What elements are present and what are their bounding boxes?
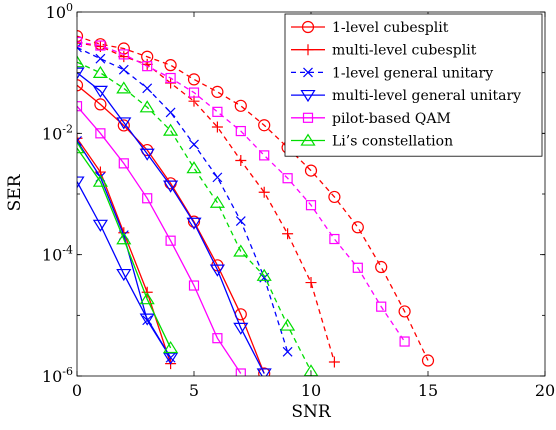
legend-label: 1-level cubesplit [332,20,449,36]
series-line-dashed [77,47,288,351]
marker-triangle-up [117,82,130,92]
x-tick-label: 15 [418,381,438,400]
x-tick-label: 10 [301,381,321,400]
legend-label: pilot-based QAM [332,111,451,127]
y-axis-label: SER [5,173,25,211]
legend-label: Li’s constellation [332,134,453,150]
marker-x [190,140,199,149]
series-line-solid [77,138,171,363]
marker-circle [212,86,223,97]
marker-plus [259,187,270,198]
x-tick-label: 0 [72,381,82,400]
marker-x [96,54,105,63]
x-tick-label: 5 [189,381,199,400]
marker-circle [189,74,200,85]
series-4 [71,68,271,379]
marker-plus [329,357,340,368]
marker-x [283,347,292,356]
marker-plus [306,277,317,288]
series-line-solid [77,141,171,358]
marker-x [166,108,175,117]
y-tick-label: 100 [46,1,73,22]
y-tick-label: 10-2 [42,122,73,143]
marker-circle [376,262,387,273]
marker-circle [235,100,246,111]
series-line-solid [77,148,171,348]
marker-x [119,65,128,74]
marker-triangle-up [188,162,201,172]
legend-label: 1-level general unitary [332,65,493,81]
legend-label: multi-level general unitary [332,88,521,104]
legend: 1-level cubesplit multi-level cubesplit 1-… [285,14,542,156]
x-tick-label: 20 [535,381,555,400]
y-tick-label: 10-4 [42,244,73,265]
legend-label: multi-level cubesplit [332,43,477,59]
marker-circle [165,60,176,71]
y-tick-label: 10-6 [42,365,73,386]
marker-circle [352,222,363,233]
marker-plus [235,155,246,166]
marker-circle [423,355,434,366]
marker-x [143,84,152,93]
marker-plus [282,228,293,239]
marker-square [400,337,409,346]
x-axis-label: SNR [291,402,332,422]
marker-x [236,217,245,226]
marker-x [213,173,222,182]
